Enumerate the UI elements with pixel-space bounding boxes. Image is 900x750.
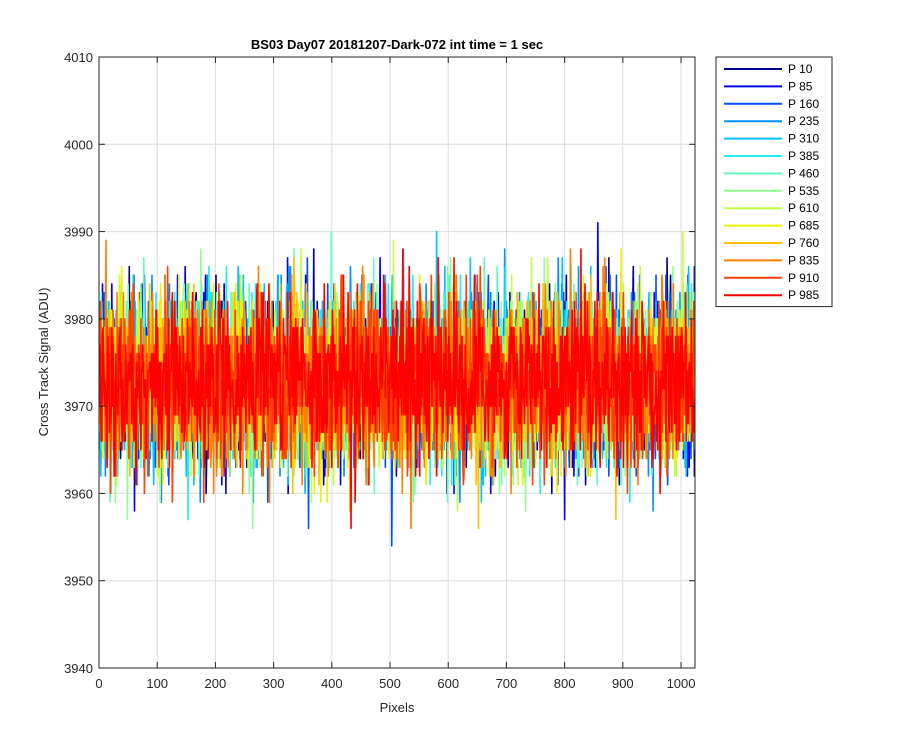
legend-label: P 535 bbox=[788, 184, 819, 198]
legend-label: P 685 bbox=[788, 219, 819, 233]
series-line bbox=[99, 248, 695, 530]
x-tick-label: 700 bbox=[496, 676, 518, 691]
x-tick-label: 200 bbox=[205, 676, 227, 691]
y-tick-label: 3950 bbox=[64, 574, 93, 589]
legend-label: P 460 bbox=[788, 166, 819, 180]
y-tick-label: 3970 bbox=[64, 399, 93, 414]
y-tick-label: 4000 bbox=[64, 137, 93, 152]
axis-ticks: 0 100 200 300 400 500 600 700 800 900 1000 3940 3950… bbox=[64, 50, 695, 691]
axes-box bbox=[98, 56, 696, 669]
y-tick-label: 3980 bbox=[64, 312, 93, 327]
legend-label: P 760 bbox=[788, 236, 819, 250]
y-tick-label: 4010 bbox=[64, 50, 93, 65]
legend-label: P 385 bbox=[788, 149, 819, 163]
legend-label: P 835 bbox=[788, 253, 819, 267]
chart-title: BS03 Day07 20181207-Dark-072 int time = … bbox=[251, 37, 543, 52]
legend-label: P 10 bbox=[788, 62, 813, 76]
x-tick-label: 1000 bbox=[667, 676, 696, 691]
x-tick-label: 0 bbox=[95, 676, 102, 691]
y-tick-label: 3960 bbox=[64, 486, 93, 501]
x-tick-label: 900 bbox=[612, 676, 634, 691]
legend-label: P 910 bbox=[788, 271, 819, 285]
x-tick-label: 600 bbox=[437, 676, 459, 691]
x-tick-label: 500 bbox=[379, 676, 401, 691]
y-tick-label: 3940 bbox=[64, 661, 93, 676]
legend: P 10 P 85 P 160 P 235 P 310 P 385 P 460 P 535 P … bbox=[715, 56, 833, 308]
x-tick-label: 400 bbox=[321, 676, 343, 691]
legend-label: P 235 bbox=[788, 114, 819, 128]
y-tick-label: 3990 bbox=[64, 225, 93, 240]
legend-label: P 85 bbox=[788, 79, 813, 93]
x-tick-label: 300 bbox=[263, 676, 285, 691]
series-lines bbox=[99, 222, 695, 547]
y-axis-label: Cross Track Signal (ADU) bbox=[36, 288, 51, 437]
x-tick-label: 800 bbox=[554, 676, 576, 691]
x-axis-label: Pixels bbox=[380, 700, 415, 715]
legend-label: P 310 bbox=[788, 132, 819, 146]
legend-label: P 985 bbox=[788, 288, 819, 302]
legend-box bbox=[715, 56, 833, 308]
x-tick-label: 100 bbox=[146, 676, 168, 691]
legend-label: P 610 bbox=[788, 201, 819, 215]
legend-label: P 160 bbox=[788, 97, 819, 111]
